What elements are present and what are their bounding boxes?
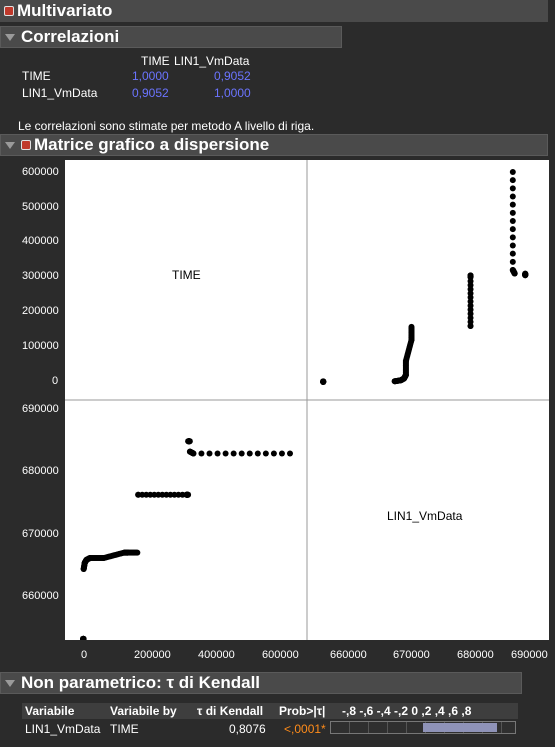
correlation-value: 1,0000 xyxy=(132,69,169,83)
scatter-point xyxy=(185,491,192,498)
table-cell: LIN1_VmData xyxy=(25,722,101,736)
x-tick-label: 0 xyxy=(81,649,88,661)
tau-bar xyxy=(330,721,516,734)
tau-bar-fill xyxy=(423,723,498,732)
x-tick-label: 660000 xyxy=(330,649,367,661)
section-title: Matrice grafico a dispersione xyxy=(34,135,270,154)
column-header: Prob>|τ| xyxy=(279,704,326,718)
table-cell: <,0001* xyxy=(284,722,326,736)
x-tick-label: 690000 xyxy=(511,649,548,661)
scatter-point xyxy=(287,450,293,457)
scatter-point xyxy=(509,201,516,208)
scatter-point xyxy=(522,270,529,277)
scatter-point xyxy=(230,450,237,457)
table-cell: 0,8076 xyxy=(229,722,266,736)
scatter-point xyxy=(509,242,516,249)
correlation-value: 1,0000 xyxy=(214,86,251,100)
scatter-point xyxy=(214,450,221,457)
scatter-point xyxy=(320,378,327,385)
y-tick-label: 0 xyxy=(52,375,59,387)
scatter-point xyxy=(509,193,516,200)
column-header: -,8 -,6 -,4 -,2 0 ,2 ,4 ,6 ,8 xyxy=(342,704,472,718)
red-triangle-menu-icon[interactable] xyxy=(4,6,14,16)
scatter-point xyxy=(198,450,205,457)
scatter-point xyxy=(254,450,261,457)
y-tick-label: 300000 xyxy=(22,270,59,282)
y-tick-label: 680000 xyxy=(22,465,59,477)
scatter-point xyxy=(246,450,253,457)
scatter-point xyxy=(509,218,516,224)
column-header: τ di Kendall xyxy=(197,704,264,718)
table-cell: TIME xyxy=(110,722,139,736)
diag-label-lin1: LIN1_VmData xyxy=(387,509,463,523)
disclosure-triangle-icon[interactable] xyxy=(5,141,15,149)
section-title: Correlazioni xyxy=(21,27,120,46)
scatter-point xyxy=(186,438,193,445)
scatter-points-time-vs-lin1 xyxy=(320,169,529,385)
y-tick-label: 100000 xyxy=(22,340,59,352)
scatter-point xyxy=(134,549,141,556)
scatterplot-svg: TIME LIN1_VmData xyxy=(65,160,549,640)
scatter-point xyxy=(509,267,516,273)
scatter-point xyxy=(238,450,245,457)
scatter-point xyxy=(190,450,197,457)
correlation-note: Le correlazioni sono stimate per metodo … xyxy=(18,119,315,133)
scatter-point xyxy=(467,272,474,279)
x-tick-label: 680000 xyxy=(457,649,494,661)
y-tick-label: 690000 xyxy=(22,403,59,415)
row-label: TIME xyxy=(22,69,51,83)
diag-label-time: TIME xyxy=(172,268,201,282)
scatter-point xyxy=(509,209,516,216)
kendall-header[interactable]: Non parametrico: τ di Kendall xyxy=(0,672,522,694)
disclosure-triangle-icon[interactable] xyxy=(5,679,15,687)
scatter-point xyxy=(278,450,285,457)
multivariate-header[interactable]: Multivariato xyxy=(0,0,548,22)
y-tick-label: 500000 xyxy=(22,201,59,213)
y-tick-label: 400000 xyxy=(22,235,59,247)
scatter-point xyxy=(509,250,516,257)
scatterplot-matrix[interactable]: TIME LIN1_VmData xyxy=(65,160,549,640)
y-tick-label: 660000 xyxy=(22,590,59,602)
y-tick-label: 200000 xyxy=(22,305,59,317)
scatter-point xyxy=(509,185,516,192)
scatterplot-matrix-header[interactable]: Matrice grafico a dispersione xyxy=(0,134,548,156)
disclosure-triangle-icon[interactable] xyxy=(5,33,15,41)
scatter-point xyxy=(408,323,415,330)
column-header: TIME xyxy=(141,54,170,68)
x-tick-label: 600000 xyxy=(262,649,299,661)
x-tick-label: 200000 xyxy=(134,649,171,661)
x-tick-label: 400000 xyxy=(198,649,235,661)
kendall-table-header xyxy=(22,703,518,719)
scatter-point xyxy=(509,234,516,241)
correlation-value: 0,9052 xyxy=(214,69,251,83)
scatter-point xyxy=(80,635,87,640)
scatter-points-lin1-vs-time xyxy=(80,438,293,640)
scatter-point xyxy=(262,450,269,457)
scatter-point xyxy=(206,450,213,457)
scatter-point xyxy=(509,177,516,184)
column-header: Variabile by xyxy=(110,704,177,718)
correlations-header[interactable]: Correlazioni xyxy=(0,26,342,48)
y-tick-label: 670000 xyxy=(22,528,59,540)
correlation-value: 0,9052 xyxy=(132,86,169,100)
y-tick-label: 600000 xyxy=(22,166,59,178)
column-header: LIN1_VmData xyxy=(174,54,250,68)
column-header: Variabile xyxy=(25,704,75,718)
red-triangle-menu-icon[interactable] xyxy=(21,140,31,150)
section-title: Multivariato xyxy=(17,1,113,20)
scatter-point xyxy=(222,450,229,457)
scatter-point xyxy=(509,169,516,175)
scatter-point xyxy=(509,258,516,265)
scatter-point xyxy=(509,226,516,233)
scatter-point xyxy=(270,450,277,457)
x-tick-label: 670000 xyxy=(393,649,430,661)
row-label: LIN1_VmData xyxy=(22,86,98,100)
section-title: Non parametrico: τ di Kendall xyxy=(21,673,261,692)
